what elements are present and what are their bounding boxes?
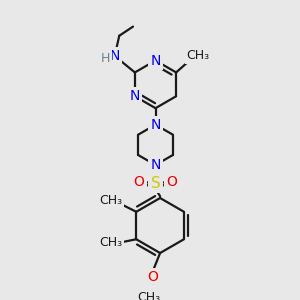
Text: H: H — [101, 52, 110, 65]
Text: O: O — [134, 175, 144, 188]
Text: N: N — [150, 53, 161, 68]
Text: CH₃: CH₃ — [187, 50, 210, 62]
Text: O: O — [167, 175, 177, 188]
Text: CH₃: CH₃ — [137, 290, 160, 300]
Text: N: N — [150, 118, 161, 132]
Text: O: O — [147, 270, 158, 284]
Text: N: N — [110, 49, 120, 63]
Text: CH₃: CH₃ — [99, 236, 122, 249]
Text: N: N — [130, 89, 140, 103]
Text: S: S — [151, 176, 160, 191]
Text: CH₃: CH₃ — [99, 194, 122, 207]
Text: N: N — [150, 158, 161, 172]
